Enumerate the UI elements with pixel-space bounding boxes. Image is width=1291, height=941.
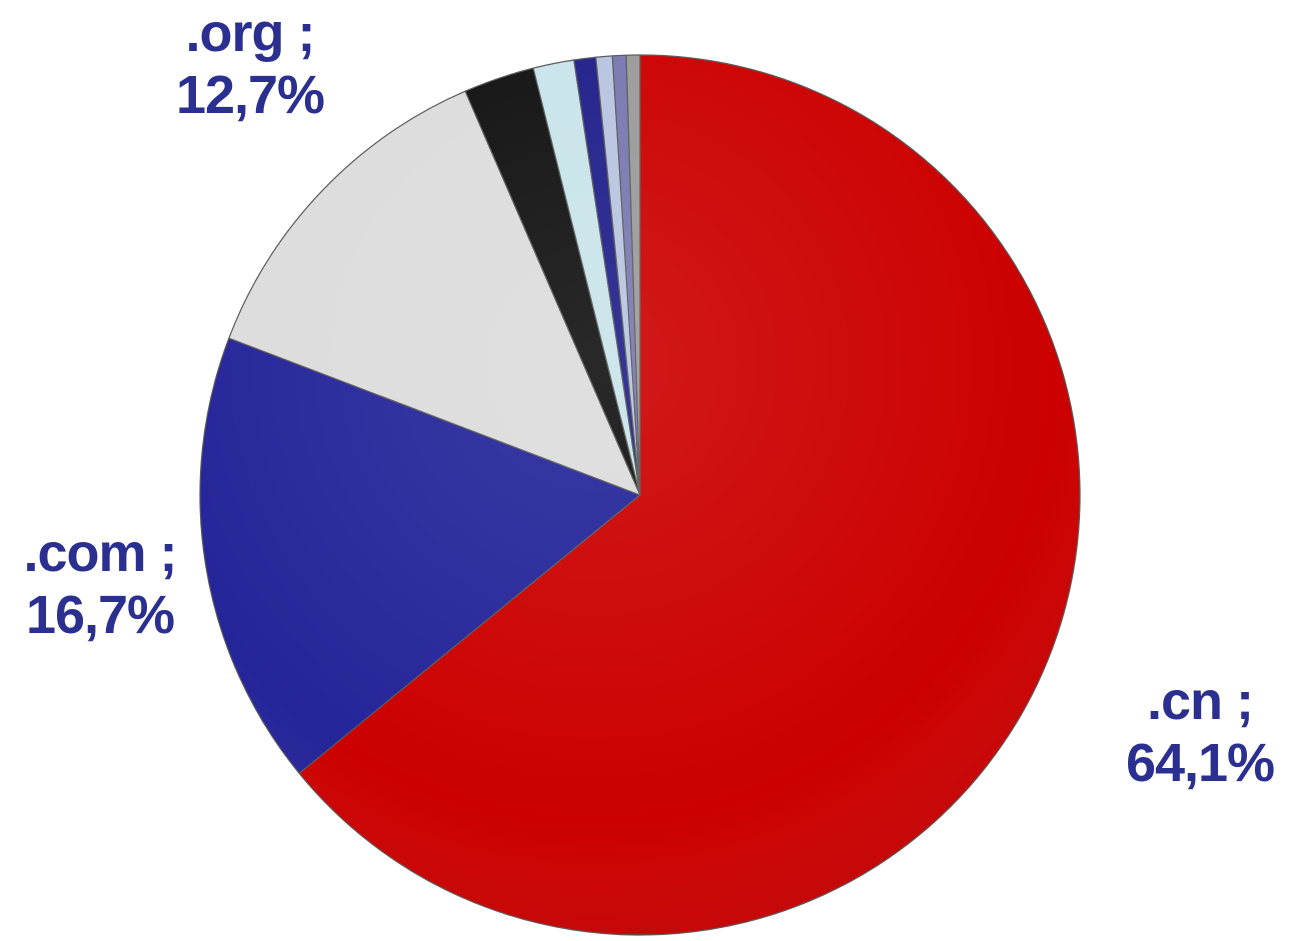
data-label-org: .org ; 12,7% <box>135 2 365 126</box>
data-label-cn-value: 64,1% <box>1125 733 1275 793</box>
data-label-org-value: 12,7% <box>175 65 325 125</box>
data-label-com-value: 16,7% <box>25 585 175 645</box>
data-label-org-name: .org ; <box>185 3 316 63</box>
pie-slices <box>199 54 1081 936</box>
data-label-com: .com ; 16,7% <box>0 522 200 646</box>
data-label-com-name: .com ; <box>23 523 177 583</box>
data-label-cn-name: .cn ; <box>1146 671 1254 731</box>
data-label-cn: .cn ; 64,1% <box>1095 670 1291 794</box>
